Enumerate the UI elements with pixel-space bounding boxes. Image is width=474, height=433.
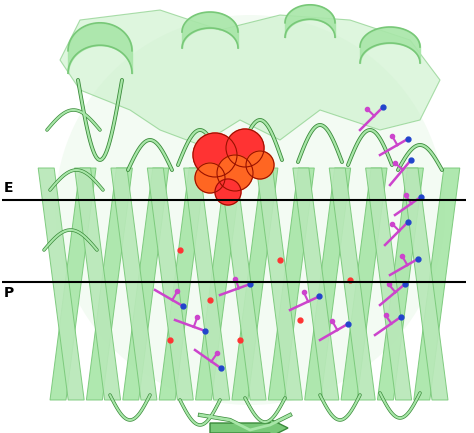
Ellipse shape bbox=[55, 15, 445, 405]
Polygon shape bbox=[365, 168, 411, 400]
Text: P: P bbox=[4, 286, 14, 300]
Polygon shape bbox=[341, 168, 387, 400]
Polygon shape bbox=[86, 168, 132, 400]
Polygon shape bbox=[195, 168, 242, 400]
Polygon shape bbox=[123, 168, 169, 400]
Polygon shape bbox=[38, 168, 84, 400]
Polygon shape bbox=[305, 168, 351, 400]
Polygon shape bbox=[232, 168, 278, 400]
Polygon shape bbox=[293, 168, 339, 400]
Polygon shape bbox=[414, 168, 460, 400]
Polygon shape bbox=[74, 168, 120, 400]
Circle shape bbox=[193, 133, 237, 177]
Circle shape bbox=[215, 179, 241, 205]
Circle shape bbox=[195, 163, 225, 193]
Polygon shape bbox=[402, 168, 448, 400]
Polygon shape bbox=[60, 10, 440, 145]
Polygon shape bbox=[147, 168, 193, 400]
Polygon shape bbox=[184, 168, 230, 400]
FancyArrow shape bbox=[210, 419, 288, 433]
Polygon shape bbox=[50, 168, 96, 400]
Polygon shape bbox=[329, 168, 375, 400]
Polygon shape bbox=[256, 168, 302, 400]
Polygon shape bbox=[111, 168, 157, 400]
Polygon shape bbox=[220, 168, 266, 400]
Polygon shape bbox=[268, 168, 314, 400]
Circle shape bbox=[226, 129, 264, 167]
Polygon shape bbox=[159, 168, 205, 400]
Polygon shape bbox=[377, 168, 423, 400]
Circle shape bbox=[217, 155, 253, 191]
Text: E: E bbox=[4, 181, 13, 195]
Circle shape bbox=[246, 151, 274, 179]
